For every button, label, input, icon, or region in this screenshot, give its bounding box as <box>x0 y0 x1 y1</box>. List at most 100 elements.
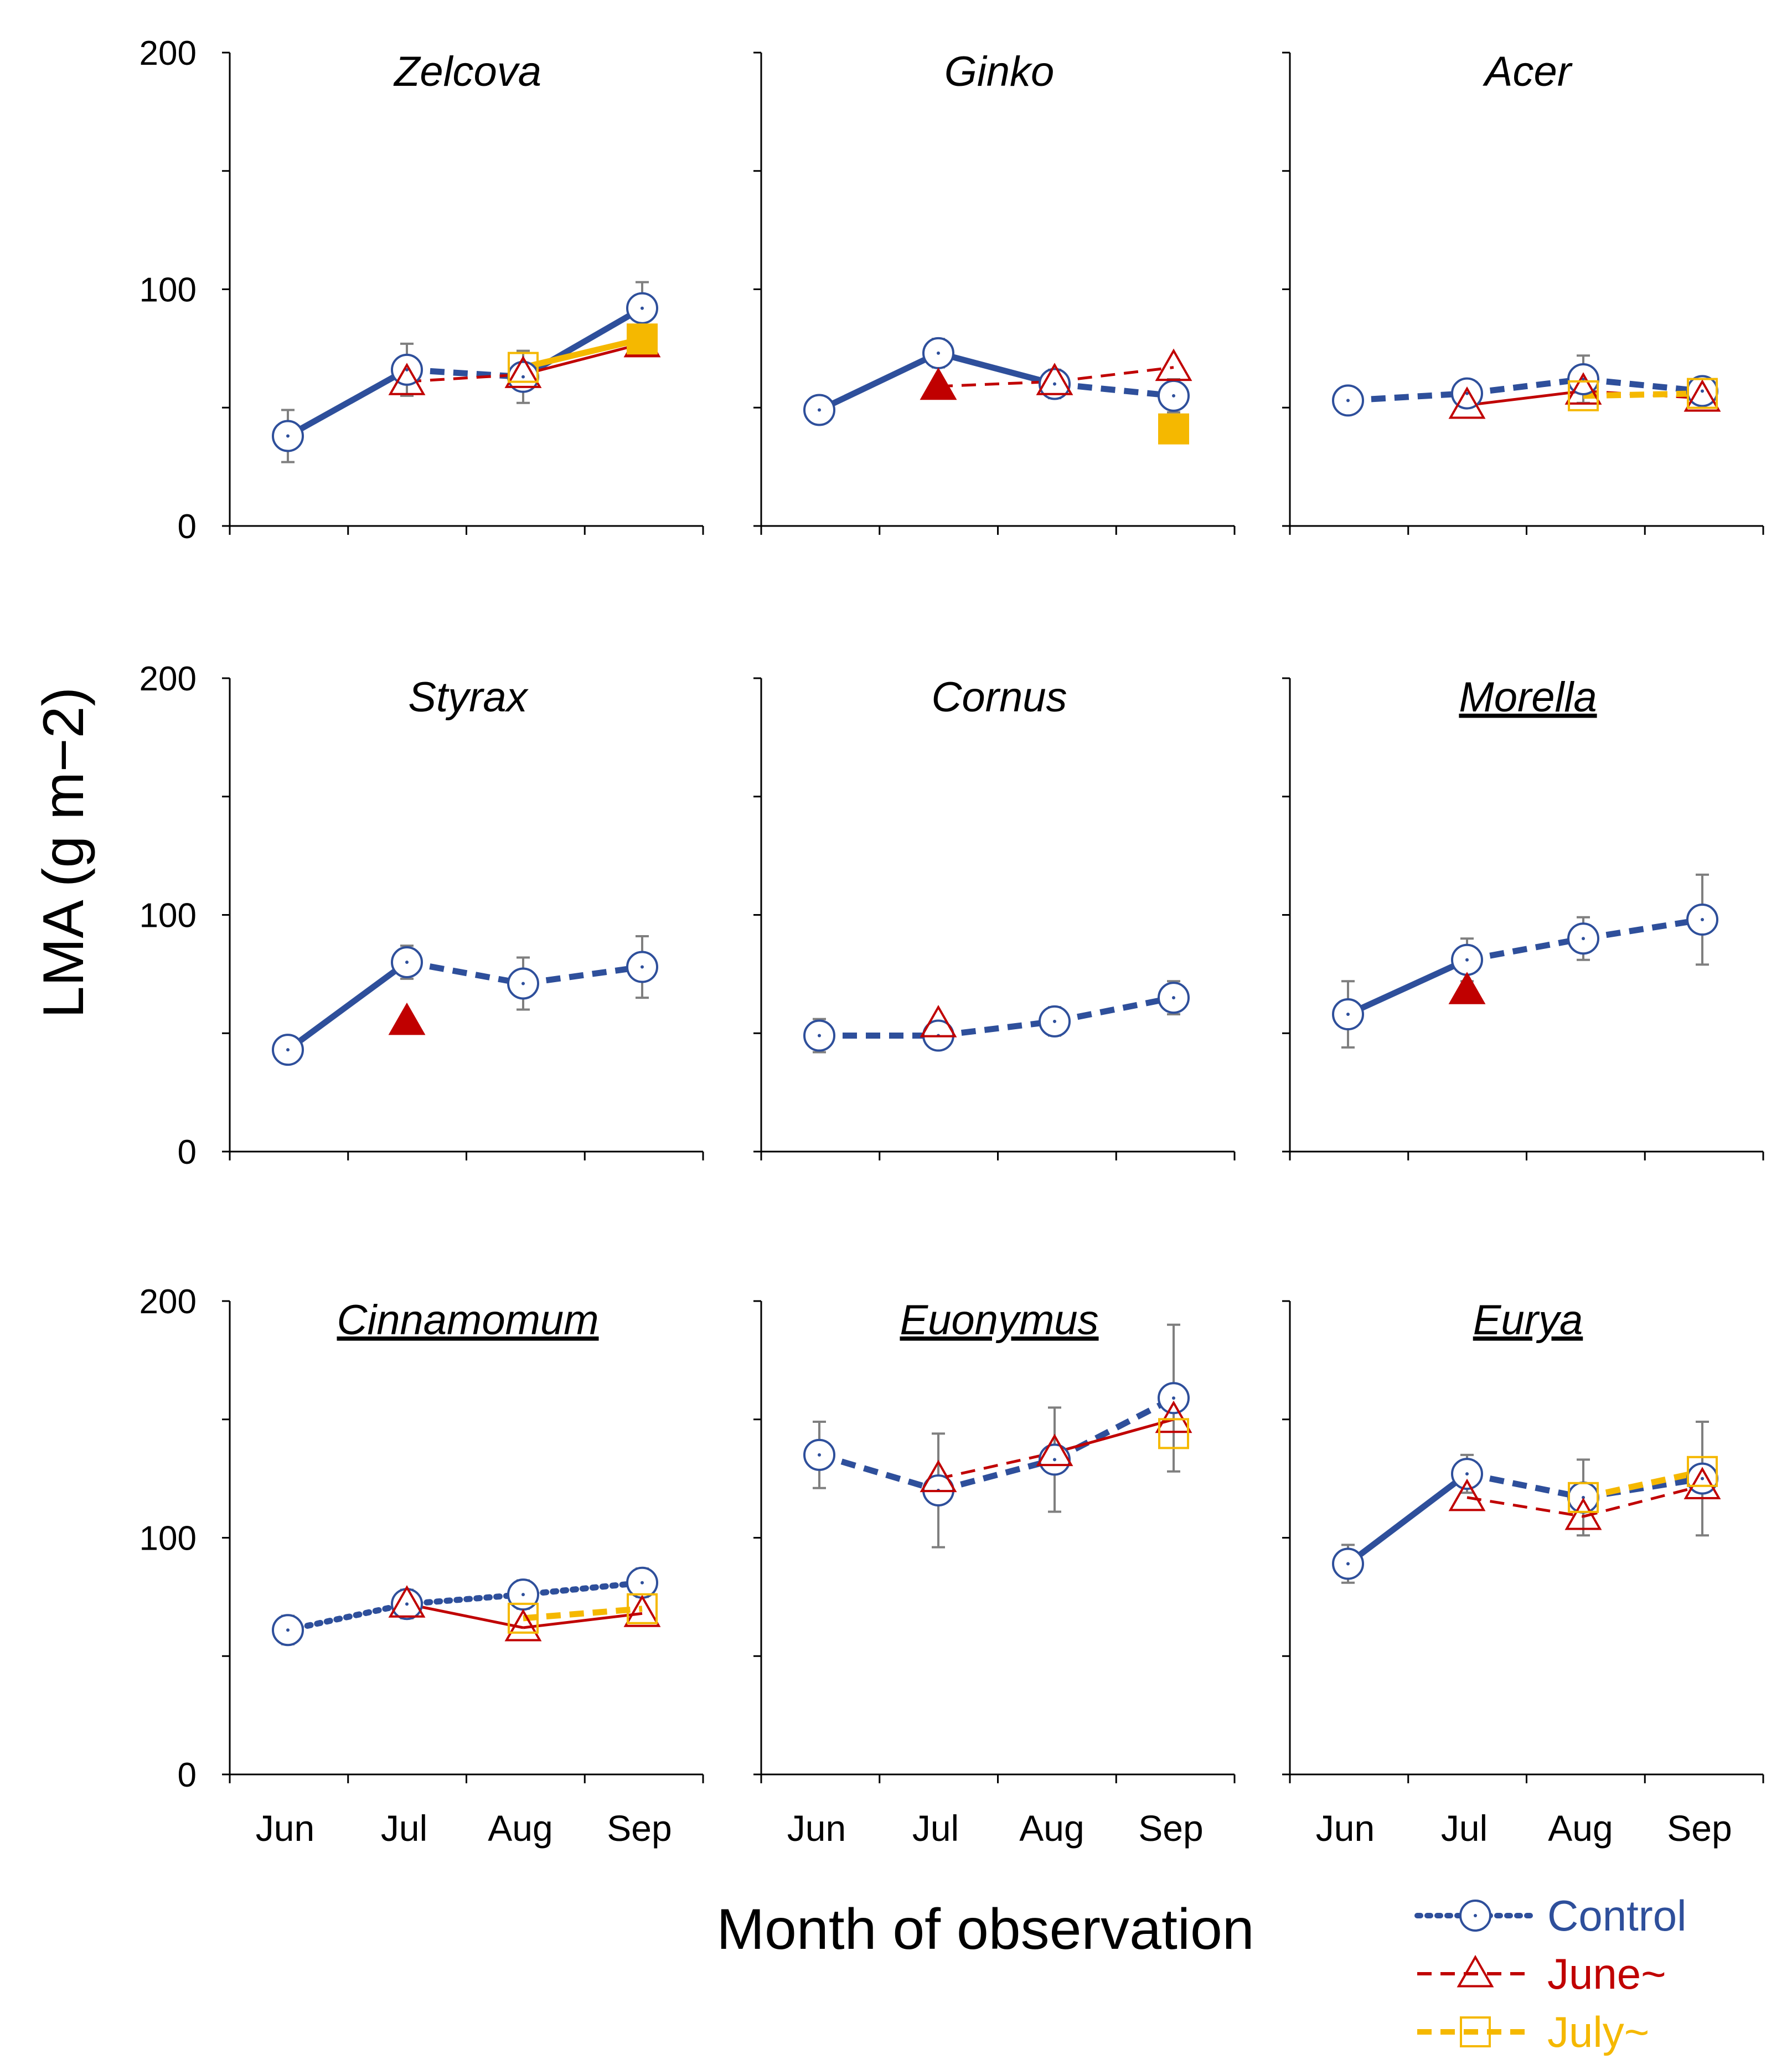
control-series-line <box>286 959 409 1052</box>
control-point-center <box>1346 1013 1350 1016</box>
control-series-line <box>1346 1471 1469 1566</box>
control-point-center <box>1053 1019 1056 1023</box>
control-point-center <box>641 1581 644 1585</box>
x-tick-label: Jun <box>787 1808 846 1849</box>
x-tick-label: Jun <box>1316 1808 1375 1849</box>
june-point <box>1448 386 1486 419</box>
x-tick-label: Sep <box>1667 1808 1732 1849</box>
control-point-center <box>818 1453 821 1457</box>
control-series-line <box>1466 1470 1584 1501</box>
control-point-center <box>405 368 409 371</box>
panel-title: Acer <box>1483 48 1573 95</box>
june-point <box>1036 363 1073 395</box>
june-point <box>1683 379 1721 412</box>
legend-label-july: July~ <box>1547 2008 1649 2056</box>
legend-marker-control-center <box>1474 1914 1477 1917</box>
june-point <box>1448 1478 1486 1511</box>
panel-acer: Acer <box>1282 48 1764 535</box>
july-point <box>627 323 658 355</box>
control-point-center <box>1582 1495 1585 1499</box>
june-point <box>1036 1433 1073 1467</box>
june-point <box>1564 1497 1602 1530</box>
panel-ginko: Ginko <box>753 48 1236 535</box>
june-point <box>920 367 957 400</box>
july-series-line <box>1583 390 1703 399</box>
june-point <box>388 1002 426 1035</box>
control-point-center <box>521 375 525 379</box>
control-point-center <box>286 1628 290 1632</box>
control-series-line <box>1583 916 1703 942</box>
y-tick-label: 200 <box>140 34 197 73</box>
control-point-center <box>818 1034 821 1038</box>
panel-title: Morella <box>1459 674 1597 721</box>
control-point-center <box>1582 377 1585 381</box>
control-point-center <box>1465 958 1469 962</box>
july-point <box>508 1602 539 1634</box>
control-point-center <box>1465 1472 1469 1476</box>
x-tick-label: Jul <box>381 1808 427 1849</box>
june-point <box>920 1005 957 1038</box>
control-point-center <box>1465 391 1469 395</box>
control-series-line <box>1053 994 1175 1025</box>
control-series-line <box>1054 381 1174 399</box>
control-series-line <box>818 350 940 413</box>
control-point-center <box>1172 394 1175 398</box>
x-tick-label: Jul <box>1441 1808 1488 1849</box>
june-point <box>1564 372 1602 405</box>
y-tick-label: 0 <box>178 1133 197 1172</box>
june-series-line <box>1054 1418 1174 1454</box>
july-series-line <box>523 1606 643 1622</box>
legend-marker-june <box>1457 1954 1494 1988</box>
june-point <box>388 363 426 395</box>
june-series-line <box>1466 1496 1584 1518</box>
panel-title: Zelcova <box>393 48 541 95</box>
june-series-line <box>938 1451 1055 1480</box>
control-point-center <box>937 351 940 355</box>
legend-label-control: Control <box>1547 1891 1686 1940</box>
june-point <box>504 1608 542 1642</box>
control-point-center <box>1172 1396 1175 1400</box>
june-series-line <box>406 1602 524 1629</box>
control-series-line <box>1466 935 1584 963</box>
x-tick-label: Sep <box>607 1808 672 1849</box>
june-series-line <box>1054 366 1174 383</box>
y-tick-label: 0 <box>178 508 197 546</box>
control-point-center <box>521 982 525 985</box>
july-series-line <box>522 336 643 370</box>
panel-euonymus: Jun Jul Aug Sep Euonymus <box>753 1297 1236 1849</box>
june-point <box>1155 348 1192 381</box>
control-series-line <box>406 959 524 987</box>
legend: Control June~ July~ <box>1414 1891 1686 2056</box>
control-point-center <box>818 408 821 412</box>
control-series-line <box>404 1591 526 1607</box>
panel-cornus: Cornus <box>753 674 1236 1160</box>
x-tick-label: Sep <box>1138 1808 1203 1849</box>
control-series-line <box>937 350 1056 387</box>
june-point <box>920 1459 957 1493</box>
june-point <box>623 1594 661 1627</box>
y-tick-label: 100 <box>140 1520 197 1558</box>
june-series-line <box>1466 389 1584 407</box>
y-tick-label: 100 <box>140 271 197 309</box>
control-point-center <box>286 1048 290 1052</box>
july-point <box>627 1593 658 1624</box>
control-series-line <box>1053 1395 1175 1463</box>
control-series-line <box>1346 957 1469 1018</box>
control-series-line <box>523 964 643 987</box>
control-series-line <box>937 1457 1056 1494</box>
x-tick-label: Jun <box>256 1808 314 1849</box>
panel-title: Styrax <box>408 674 529 721</box>
legend-label-june: June~ <box>1547 1949 1666 1998</box>
june-point <box>504 355 542 388</box>
panel-title: Eurya <box>1473 1297 1583 1344</box>
panel-eurya: Jun Jul Aug Sep Eurya <box>1282 1297 1764 1849</box>
panel-title: Cornus <box>932 674 1067 721</box>
june-point <box>1448 972 1486 1004</box>
x-tick-label: Aug <box>1548 1808 1613 1849</box>
control-point-center <box>1053 1458 1056 1462</box>
y-tick-label: 0 <box>178 1756 197 1794</box>
y-axis-title: LMA (g m−2) <box>32 687 96 1018</box>
control-point-center <box>641 965 644 969</box>
july-point <box>1158 1418 1189 1449</box>
